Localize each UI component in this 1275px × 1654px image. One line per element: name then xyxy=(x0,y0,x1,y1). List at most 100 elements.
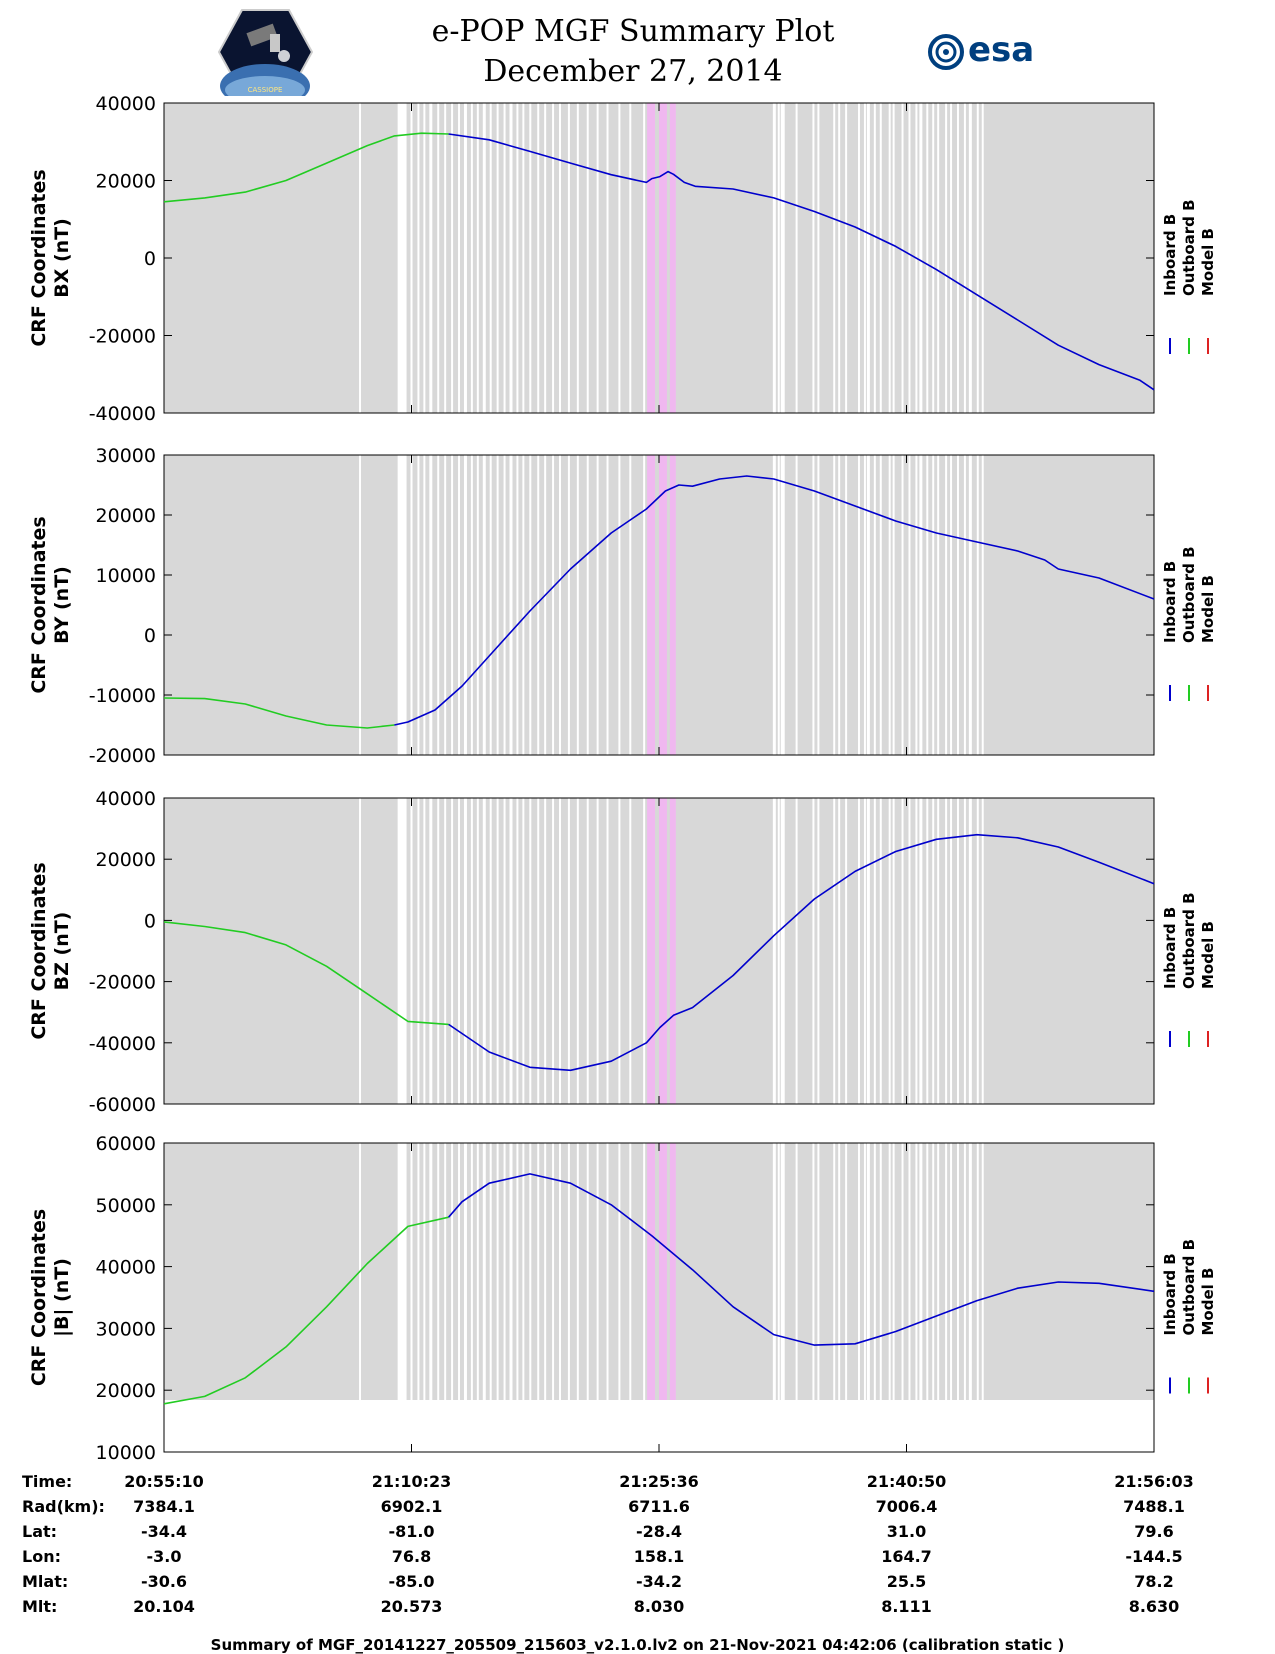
data-gap-band xyxy=(780,1143,785,1400)
info-cell: 21:25:36 xyxy=(619,1472,699,1491)
data-gap-band xyxy=(956,455,959,755)
y-tick-label: 50000 xyxy=(96,1195,156,1217)
data-gap-band xyxy=(417,798,420,1104)
data-gap-band xyxy=(945,1143,948,1400)
data-gap-band xyxy=(397,1143,407,1400)
data-gap-band xyxy=(629,798,632,1104)
data-gap-band xyxy=(596,455,599,755)
legend-outboard-label: Outboard B xyxy=(1180,199,1198,296)
data-gap-band xyxy=(503,798,506,1104)
info-cell: 6711.6 xyxy=(628,1497,690,1516)
data-gap-band xyxy=(863,1143,866,1400)
legend-inboard-label: Inboard B xyxy=(1161,907,1179,989)
info-cell: -34.4 xyxy=(141,1522,187,1541)
data-gap-band xyxy=(567,1143,570,1400)
data-gap-band xyxy=(879,798,882,1104)
data-gap-band xyxy=(772,103,776,413)
data-gap-band xyxy=(544,103,547,413)
data-gap-band xyxy=(937,1143,940,1400)
data-gap-band xyxy=(606,798,609,1104)
y-tick-label: 20000 xyxy=(96,505,156,527)
data-gap-band xyxy=(945,455,948,755)
data-gap-band xyxy=(888,1143,891,1400)
data-gap-band xyxy=(470,455,473,755)
info-row-label: Mlat: xyxy=(22,1572,68,1591)
data-gap-band xyxy=(503,1143,506,1400)
highlight-band xyxy=(669,103,676,413)
info-cell: -30.6 xyxy=(141,1572,187,1591)
data-gap-band xyxy=(963,455,966,755)
info-cell: 21:56:03 xyxy=(1114,1472,1194,1491)
y-axis-label: CRF Coordinates xyxy=(28,862,50,1039)
data-gap-band xyxy=(586,455,589,755)
data-gap-band xyxy=(879,103,882,413)
highlight-band xyxy=(659,798,667,1104)
data-gap-band xyxy=(470,1143,473,1400)
data-gap-band xyxy=(873,103,876,413)
data-gap-band xyxy=(772,1143,776,1400)
data-gap-band xyxy=(795,455,798,755)
y-tick-label: 10000 xyxy=(96,1442,156,1464)
outboard-b-line xyxy=(163,132,449,203)
data-gap-band xyxy=(919,1143,923,1400)
y-tick-label: 20000 xyxy=(96,171,156,193)
legend-model-label: Model B xyxy=(1199,228,1217,296)
data-gap-band xyxy=(618,1143,621,1400)
y-tick-label: 20000 xyxy=(96,1380,156,1402)
data-gap-band xyxy=(812,103,815,413)
data-gap-band xyxy=(643,455,646,755)
data-gap-band xyxy=(458,1143,461,1400)
data-gap-band xyxy=(397,798,407,1104)
data-gap-band xyxy=(559,455,561,755)
data-gap-band xyxy=(963,798,966,1104)
data-gap-band xyxy=(482,798,486,1104)
inboard-b-line xyxy=(447,1173,1155,1346)
data-gap-band xyxy=(888,455,891,755)
data-gap-band xyxy=(866,1143,870,1400)
highlight-band xyxy=(669,1143,676,1400)
highlight-band xyxy=(669,798,676,1104)
data-gap-band xyxy=(976,798,979,1104)
data-gap-band xyxy=(397,455,407,755)
cassiope-logo-text: CASSIOPE xyxy=(248,86,283,94)
data-gap-band xyxy=(444,103,447,413)
data-gap-band xyxy=(537,1143,540,1400)
data-gap-band xyxy=(567,103,570,413)
chart-panel-2: 30000 20000 10000 0 -10000 -20000 CRF Coordina… xyxy=(28,445,1217,767)
data-gap-band xyxy=(437,1143,440,1400)
data-gap-band xyxy=(596,798,599,1104)
data-gap-band xyxy=(945,798,948,1104)
data-gap-band xyxy=(509,1143,513,1400)
y-axis-label: CRF Coordinates xyxy=(28,516,50,693)
data-gap-band xyxy=(892,103,895,413)
legend-inboard-label: Inboard B xyxy=(1161,1253,1179,1335)
info-cell: 21:40:50 xyxy=(867,1472,947,1491)
inboard-b-line xyxy=(448,833,1155,1072)
data-gap-band xyxy=(873,798,876,1104)
data-gap-band xyxy=(397,103,407,413)
data-gap-band xyxy=(777,455,780,755)
data-gap-band xyxy=(559,103,561,413)
data-gap-band xyxy=(866,103,870,413)
data-gap-band xyxy=(932,103,935,413)
data-gap-band xyxy=(950,1143,953,1400)
data-gap-band xyxy=(908,103,911,413)
data-gap-band xyxy=(476,103,479,413)
data-gap-band xyxy=(482,1143,486,1400)
outboard-b-line xyxy=(163,921,449,1026)
data-gap-band xyxy=(956,798,959,1104)
data-gap-band xyxy=(863,798,866,1104)
y-tick-label: 40000 xyxy=(96,788,156,810)
highlight-band xyxy=(647,798,656,1104)
data-gap-band xyxy=(932,455,935,755)
data-gap-band xyxy=(537,455,540,755)
data-gap-band xyxy=(892,798,895,1104)
info-cell: 158.1 xyxy=(634,1547,685,1566)
data-gap-band xyxy=(451,1143,454,1400)
info-cell: 7006.4 xyxy=(876,1497,938,1516)
data-gap-band xyxy=(423,455,426,755)
data-gap-band xyxy=(544,1143,547,1400)
data-gap-band xyxy=(586,103,589,413)
data-gap-band xyxy=(463,455,467,755)
